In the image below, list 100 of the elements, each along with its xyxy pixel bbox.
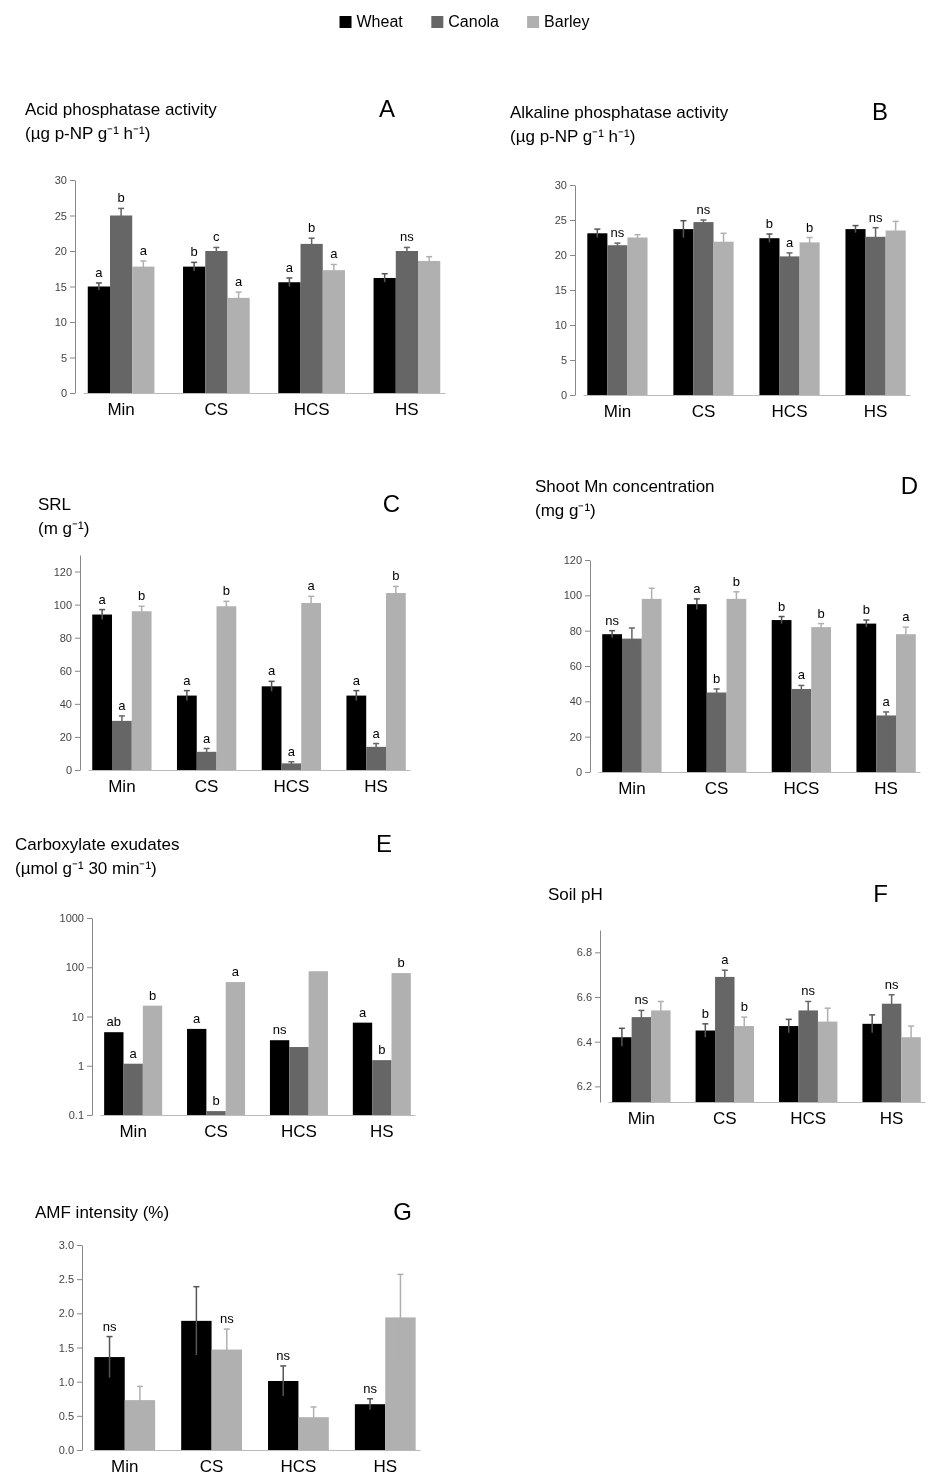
y-tick-label: 6.2 [576, 1080, 592, 1093]
y-tick-label: 120 [563, 554, 582, 567]
y-tick-label: 6.8 [576, 946, 592, 959]
y-tick-label: 100 [53, 598, 72, 611]
data-label: ab [106, 1014, 122, 1030]
y-tick-label: 5 [60, 351, 67, 364]
x-tick-label: Min [603, 401, 632, 421]
data-label: a [267, 663, 276, 679]
bar [587, 233, 608, 395]
x-tick-label: CS [199, 1456, 224, 1476]
data-label: a [139, 242, 148, 258]
legend-label: Canola [448, 13, 500, 30]
data-label: a [797, 667, 806, 683]
data-label: a [358, 1004, 367, 1020]
bar [673, 229, 694, 395]
y-tick-label: 20 [569, 730, 582, 743]
bar [261, 686, 282, 770]
y-tick-label: 80 [59, 631, 72, 644]
y-tick-label: 6.4 [576, 1035, 592, 1048]
chart-title: Shoot Mn concentration [535, 477, 715, 496]
bar [602, 634, 623, 772]
y-tick-label: 15 [54, 280, 67, 293]
x-tick-label: HCS [293, 399, 330, 419]
data-label: a [285, 259, 294, 275]
bar [876, 715, 896, 772]
data-label: a [129, 1045, 138, 1061]
x-tick-label: HCS [280, 1121, 317, 1141]
bar [92, 614, 113, 770]
data-label: a [118, 697, 127, 713]
y-tick-label: 20 [554, 249, 567, 262]
bar [87, 286, 110, 393]
data-label: a [231, 964, 240, 980]
data-label: b [222, 583, 231, 599]
bar [183, 266, 206, 393]
data-label: a [193, 1010, 202, 1026]
x-tick-label: CS [712, 1108, 737, 1128]
data-label: ns [272, 1022, 287, 1038]
data-label: b [862, 602, 870, 618]
x-tick-label: Min [627, 1108, 656, 1128]
data-label: ns [634, 992, 649, 1008]
x-tick-label: HS [874, 778, 898, 798]
data-label: b [148, 987, 157, 1003]
y-tick-label: 2.5 [58, 1273, 74, 1286]
data-label: a [882, 693, 891, 709]
data-label: ns [696, 202, 711, 217]
y-tick-label: 30 [54, 174, 67, 187]
x-tick-label: HCS [280, 1456, 317, 1476]
y-tick-label: 60 [569, 660, 582, 673]
text: G [393, 1198, 412, 1225]
data-label: b [817, 605, 825, 621]
x-tick-label: HS [863, 401, 888, 421]
data-label: ns [868, 209, 883, 225]
data-label: a [902, 609, 911, 625]
data-label: ns [605, 612, 620, 628]
x-tick-label: CS [704, 778, 729, 798]
bar [112, 720, 132, 770]
data-label: b [190, 244, 198, 260]
data-label: a [234, 274, 243, 290]
data-label: b [765, 216, 774, 231]
data-label: b [740, 999, 748, 1015]
data-label: b [138, 588, 146, 604]
data-label: b [212, 1093, 220, 1109]
bar [373, 277, 396, 393]
y-tick-label: 3.0 [58, 1239, 74, 1252]
x-tick-label: HS [364, 776, 388, 796]
data-label: b [701, 1005, 709, 1021]
data-label: b [713, 670, 721, 686]
bar [300, 243, 323, 393]
bar [759, 238, 780, 395]
data-label: b [777, 598, 786, 614]
y-tick-label: 1 [77, 1059, 84, 1072]
x-tick-label: Min [108, 776, 136, 796]
y-tick-label: 0.5 [58, 1409, 74, 1422]
bar [693, 222, 714, 395]
chart-subtitle: (µg p-NP g⁻¹ h⁻¹) [25, 124, 151, 143]
bar [779, 256, 800, 395]
x-tick-label: Min [618, 778, 646, 798]
x-tick-label: HCS [273, 776, 310, 796]
legend-label: Barley [544, 13, 590, 30]
x-tick-label: HS [879, 1108, 904, 1128]
data-label: a [98, 591, 107, 607]
bar [346, 695, 367, 770]
bar [176, 695, 197, 770]
data-label: a [183, 672, 192, 688]
text: C [382, 490, 400, 517]
x-tick-label: CS [691, 401, 716, 421]
legend-label: Wheat [356, 13, 404, 30]
data-label: ns [801, 983, 816, 999]
x-tick-label: HCS [783, 778, 820, 798]
data-label: b [732, 573, 741, 589]
data-label: b [308, 220, 316, 236]
chart-title: Carboxylate exudates [15, 835, 180, 854]
y-tick-label: 5 [560, 354, 567, 367]
chart-title: Acid phosphatase activity [25, 100, 218, 119]
y-tick-label: 0 [65, 764, 72, 777]
x-tick-label: HS [373, 1456, 398, 1476]
chart-subtitle: (mg g⁻¹) [535, 501, 596, 520]
y-tick-label: 100 [563, 589, 582, 602]
data-label: a [95, 264, 104, 280]
text: E [375, 830, 392, 857]
